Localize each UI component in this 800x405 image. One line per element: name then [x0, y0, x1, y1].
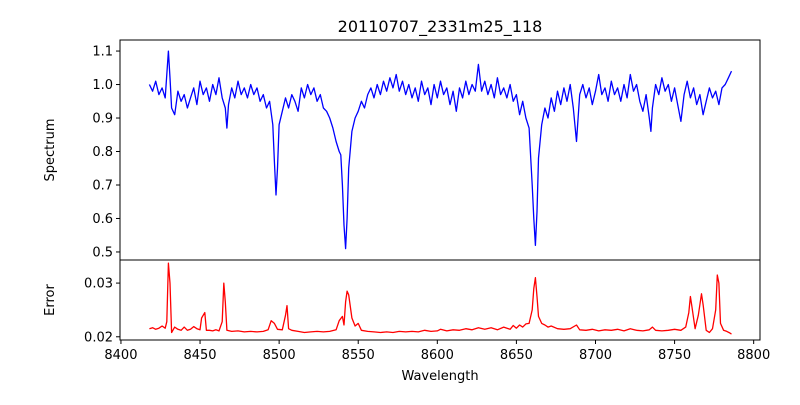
chart-title: 20110707_2331m25_118: [338, 17, 543, 37]
spectrum-ytick-label: 0.5: [92, 245, 113, 260]
xtick-label: 8550: [342, 348, 375, 363]
x-axis-label: Wavelength: [401, 369, 478, 384]
xtick-label: 8400: [104, 348, 137, 363]
error-panel: 0.02 0.03 8400 8450 8500 8550 8600 8650 8700 8750…: [84, 259, 770, 363]
xtick-label: 8700: [579, 348, 612, 363]
y-axis-label-spectrum: Spectrum: [43, 119, 58, 182]
xtick-label: 8450: [183, 348, 216, 363]
error-line: [149, 262, 732, 335]
error-ytick-label: 0.02: [84, 330, 113, 345]
xtick-label: 8650: [500, 348, 533, 363]
xtick-label: 8750: [658, 348, 691, 363]
spectrum-ytick-label: 0.8: [92, 145, 113, 160]
spectrum-ytick-label: 0.6: [92, 212, 113, 227]
error-ytick-label: 0.03: [84, 277, 113, 292]
spectrum-line: [148, 50, 733, 250]
error-axes-frame: [119, 259, 761, 341]
spectrum-ytick-label: 1.0: [92, 78, 113, 93]
spectrum-ytick-label: 0.9: [92, 112, 113, 127]
xtick-label: 8500: [263, 348, 296, 363]
spectrum-panel: 0.5 0.6 0.7 0.8 0.9 1.0 1.1: [92, 39, 761, 261]
xtick-label: 8800: [737, 348, 770, 363]
spectrum-ytick-label: 1.1: [92, 45, 113, 60]
y-axis-label-error: Error: [43, 284, 58, 316]
spectrum-axes-frame: [119, 39, 761, 261]
spectrum-ytick-label: 0.7: [92, 178, 113, 193]
xtick-label: 8600: [421, 348, 454, 363]
